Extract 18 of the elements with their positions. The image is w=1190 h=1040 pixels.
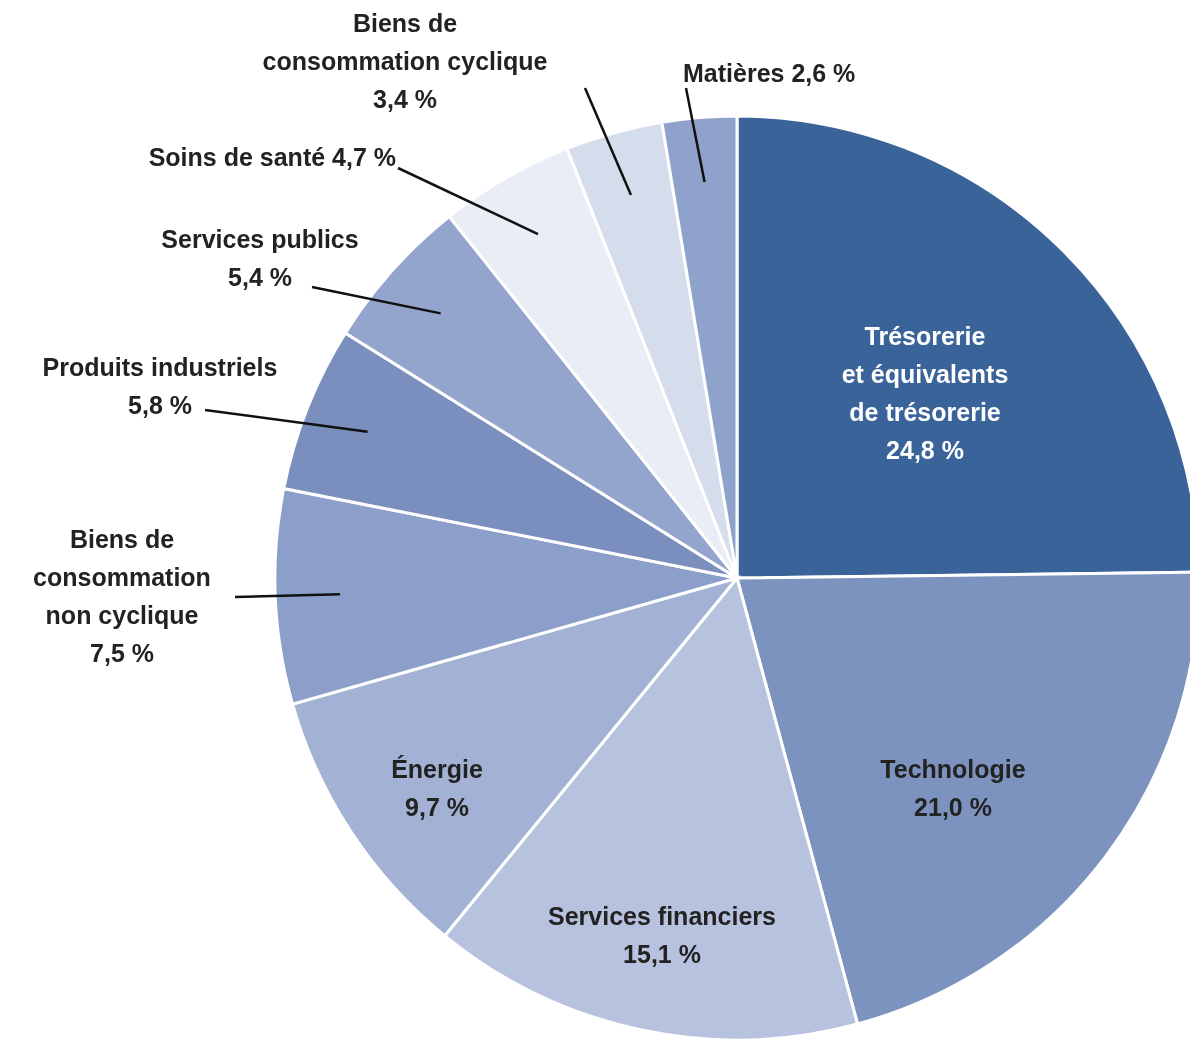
slice-label: Trésorerie et équivalents de trésorerie bbox=[841, 322, 1009, 426]
slice-label: Biens de consommation cyclique bbox=[262, 9, 548, 75]
data-label: 15,1 % bbox=[623, 940, 701, 968]
data-label: 5,4 % bbox=[228, 263, 292, 291]
slice-label: Services publics bbox=[161, 225, 359, 253]
slice-label: Soins de santé 4,7 % bbox=[148, 143, 396, 171]
data-label: 24,8 % bbox=[886, 436, 964, 464]
slice-label: Technologie bbox=[880, 755, 1026, 783]
slice-label: Services financiers bbox=[548, 902, 776, 930]
data-label: 5,8 % bbox=[128, 391, 192, 419]
data-label: 7,5 % bbox=[90, 639, 154, 667]
slice-label: Produits industriels bbox=[42, 353, 278, 381]
slice-label: Biens de consommation non cyclique bbox=[33, 525, 211, 629]
slice-label: Énergie bbox=[391, 755, 483, 783]
slice-label: Matières 2,6 % bbox=[683, 59, 856, 87]
data-label: 21,0 % bbox=[914, 793, 992, 821]
data-label: 3,4 % bbox=[373, 85, 437, 113]
data-label: 9,7 % bbox=[405, 793, 469, 821]
